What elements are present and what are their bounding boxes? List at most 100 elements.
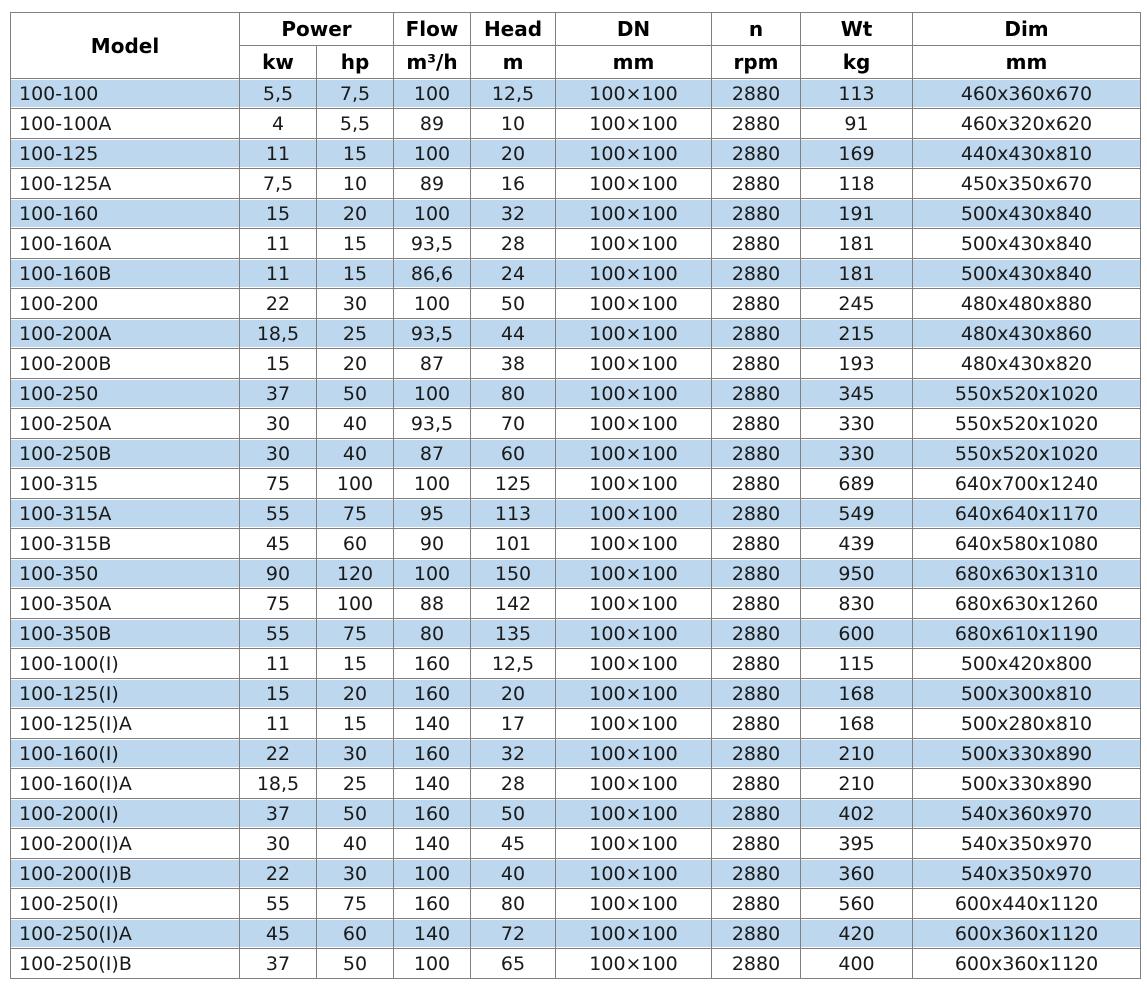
table-cell: 38	[470, 348, 556, 379]
col-header-flow: Flow	[393, 12, 471, 46]
table-cell: 86,6	[393, 258, 471, 289]
table-cell: 169	[800, 138, 913, 169]
table-cell: 28	[470, 228, 556, 259]
table-cell: 135	[470, 618, 556, 649]
table-cell: 2880	[711, 498, 801, 529]
table-cell: 20	[470, 678, 556, 709]
table-cell: 120	[316, 558, 394, 589]
model-cell: 100-250B	[10, 438, 240, 469]
table-cell: 25	[316, 768, 394, 799]
table-cell: 100	[393, 378, 471, 409]
table-cell: 40	[316, 438, 394, 469]
table-cell: 40	[316, 408, 394, 439]
table-cell: 2880	[711, 558, 801, 589]
model-cell: 100-350	[10, 558, 240, 589]
table-cell: 2880	[711, 468, 801, 499]
table-row: 100-160A 11 15 93,5 28 100×100 2880 181 500x430x…	[10, 228, 1141, 259]
table-cell: 55	[239, 618, 317, 649]
table-cell: 500x330x890	[912, 738, 1141, 769]
table-cell: 245	[800, 288, 913, 319]
table-row: 100-160B 11 15 86,6 24 100×100 2880 181 500x430x…	[10, 258, 1141, 289]
table-cell: 100	[316, 468, 394, 499]
table-cell: 100×100	[555, 288, 712, 319]
col-header-wt: Wt	[800, 12, 913, 46]
table-cell: 15	[316, 228, 394, 259]
table-cell: 11	[239, 138, 317, 169]
table-cell: 75	[316, 618, 394, 649]
table-cell: 2880	[711, 108, 801, 139]
model-cell: 100-125(I)A	[10, 708, 240, 739]
table-cell: 540x350x970	[912, 828, 1141, 859]
table-cell: 360	[800, 858, 913, 889]
table-cell: 80	[393, 618, 471, 649]
table-row: 100-250(I)A 45 60 140 72 100×100 2880 420 600x36…	[10, 918, 1141, 949]
model-cell: 100-125(I)	[10, 678, 240, 709]
table-row: 100-125(I)A 11 15 140 17 100×100 2880 168 500x28…	[10, 708, 1141, 739]
table-cell: 37	[239, 798, 317, 829]
table-cell: 680x610x1190	[912, 618, 1141, 649]
table-cell: 2880	[711, 78, 801, 109]
table-cell: 20	[470, 138, 556, 169]
table-cell: 113	[800, 78, 913, 109]
table-cell: 150	[470, 558, 556, 589]
table-cell: 93,5	[393, 228, 471, 259]
table-cell: 395	[800, 828, 913, 859]
table-cell: 100×100	[555, 468, 712, 499]
table-cell: 100×100	[555, 108, 712, 139]
table-cell: 600x360x1120	[912, 948, 1141, 979]
table-cell: 93,5	[393, 408, 471, 439]
table-cell: 2880	[711, 858, 801, 889]
table-cell: 2880	[711, 708, 801, 739]
table-cell: 90	[239, 558, 317, 589]
table-cell: 12,5	[470, 648, 556, 679]
table-cell: 25	[316, 318, 394, 349]
table-cell: 2880	[711, 948, 801, 979]
table-row: 100-200(I) 37 50 160 50 100×100 2880 402 540x360…	[10, 798, 1141, 829]
table-cell: 100×100	[555, 768, 712, 799]
table-cell: 16	[470, 168, 556, 199]
table-cell: 18,5	[239, 318, 317, 349]
table-cell: 100×100	[555, 798, 712, 829]
model-cell: 100-200(I)B	[10, 858, 240, 889]
table-cell: 540x350x970	[912, 858, 1141, 889]
table-cell: 72	[470, 918, 556, 949]
table-cell: 2880	[711, 378, 801, 409]
model-cell: 100-125A	[10, 168, 240, 199]
table-cell: 45	[239, 918, 317, 949]
table-cell: 100×100	[555, 858, 712, 889]
table-cell: 439	[800, 528, 913, 559]
model-cell: 100-125	[10, 138, 240, 169]
table-cell: 10	[470, 108, 556, 139]
table-cell: 168	[800, 708, 913, 739]
table-cell: 100	[393, 558, 471, 589]
table-cell: 100×100	[555, 558, 712, 589]
table-cell: 160	[393, 648, 471, 679]
table-header: Model Power Flow Head DN n Wt Dim kw hp …	[10, 12, 1141, 79]
table-cell: 15	[316, 648, 394, 679]
table-cell: 80	[470, 888, 556, 919]
table-cell: 2880	[711, 678, 801, 709]
table-cell: 100×100	[555, 78, 712, 109]
table-cell: 950	[800, 558, 913, 589]
table-cell: 30	[316, 858, 394, 889]
table-cell: 30	[316, 738, 394, 769]
table-cell: 100×100	[555, 498, 712, 529]
table-cell: 160	[393, 798, 471, 829]
table-cell: 50	[470, 288, 556, 319]
table-cell: 560	[800, 888, 913, 919]
table-cell: 680x630x1260	[912, 588, 1141, 619]
col-unit-kw: kw	[239, 45, 317, 79]
table-cell: 140	[393, 918, 471, 949]
table-row: 100-160 15 20 100 32 100×100 2880 191 500x430x84…	[10, 198, 1141, 229]
header-row-units: kw hp m³/h m mm rpm kg mm	[11, 45, 1141, 79]
model-cell: 100-100(I)	[10, 648, 240, 679]
model-cell: 100-250(I)A	[10, 918, 240, 949]
table-cell: 215	[800, 318, 913, 349]
table-cell: 87	[393, 438, 471, 469]
table-cell: 140	[393, 708, 471, 739]
table-cell: 88	[393, 588, 471, 619]
table-cell: 160	[393, 738, 471, 769]
table-row: 100-250B 30 40 87 60 100×100 2880 330 550x520x10…	[10, 438, 1141, 469]
model-cell: 100-350B	[10, 618, 240, 649]
